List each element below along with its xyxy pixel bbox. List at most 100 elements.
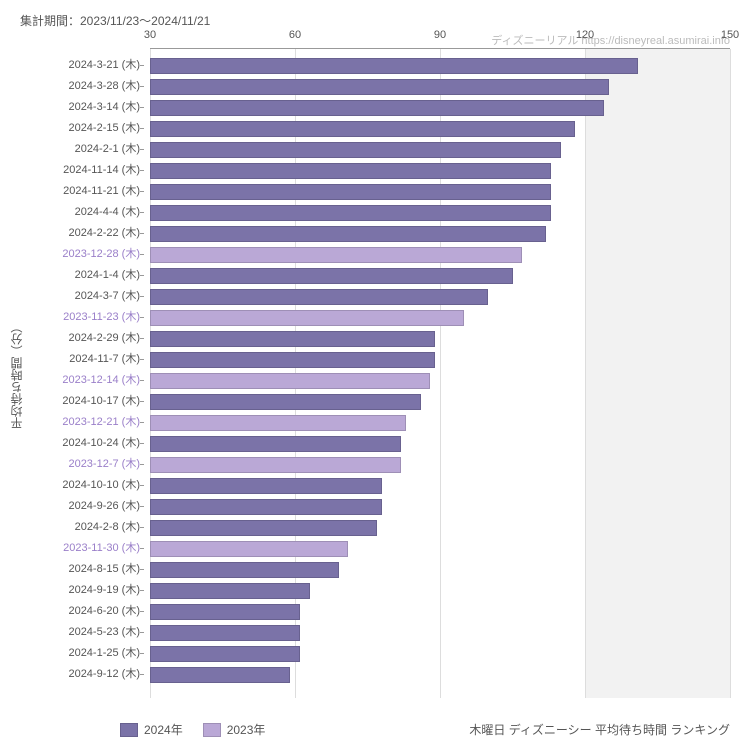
- legend-item: 2023年: [203, 721, 266, 738]
- bar-row: [150, 582, 730, 600]
- y-tick-label: 2023-11-30 (木): [0, 539, 140, 557]
- bar-row: [150, 141, 730, 159]
- bar: [150, 247, 522, 263]
- y-tick-label: 2024-9-26 (木): [0, 497, 140, 515]
- bar: [150, 604, 300, 620]
- legend-label: 2024年: [144, 721, 183, 738]
- bar: [150, 163, 551, 179]
- legend-label: 2023年: [227, 721, 266, 738]
- y-tick-label: 2024-2-29 (木): [0, 329, 140, 347]
- y-tick-label: 2023-12-7 (木): [0, 455, 140, 473]
- bar: [150, 226, 546, 242]
- aggregation-period: 集計期間：2023/11/23～2024/11/21: [20, 12, 210, 29]
- bar: [150, 457, 401, 473]
- bar-row: [150, 57, 730, 75]
- bar: [150, 625, 300, 641]
- bar: [150, 310, 464, 326]
- bar-row: [150, 414, 730, 432]
- legend-swatch: [203, 723, 221, 737]
- bar-row: [150, 309, 730, 327]
- bar: [150, 331, 435, 347]
- bar-row: [150, 246, 730, 264]
- x-tick-label: 150: [721, 29, 739, 41]
- bar: [150, 562, 339, 578]
- bar-row: [150, 225, 730, 243]
- bar-row: [150, 435, 730, 453]
- bar: [150, 352, 435, 368]
- y-tick-label: 2023-12-14 (木): [0, 371, 140, 389]
- bar: [150, 184, 551, 200]
- y-tick-label: 2024-1-4 (木): [0, 266, 140, 284]
- y-tick-label: 2024-9-12 (木): [0, 665, 140, 683]
- bar: [150, 583, 310, 599]
- y-tick-label: 2024-2-1 (木): [0, 140, 140, 158]
- y-tick-label: 2024-10-10 (木): [0, 476, 140, 494]
- gridline: [730, 49, 731, 698]
- y-tick-label: 2024-2-22 (木): [0, 224, 140, 242]
- y-tick-label: 2023-12-28 (木): [0, 245, 140, 263]
- bar-row: [150, 162, 730, 180]
- bar: [150, 268, 513, 284]
- legend-swatch: [120, 723, 138, 737]
- bar: [150, 205, 551, 221]
- y-tick-label: 2024-10-17 (木): [0, 392, 140, 410]
- y-tick-label: 2024-3-28 (木): [0, 77, 140, 95]
- y-tick-label: 2024-3-21 (木): [0, 56, 140, 74]
- bar: [150, 373, 430, 389]
- bar: [150, 478, 382, 494]
- bar-row: [150, 183, 730, 201]
- bar: [150, 289, 488, 305]
- bar: [150, 541, 348, 557]
- y-tick-label: 2024-2-15 (木): [0, 119, 140, 137]
- bar-row: [150, 498, 730, 516]
- bar-row: [150, 561, 730, 579]
- bar-row: [150, 603, 730, 621]
- y-tick-label: 2024-11-7 (木): [0, 350, 140, 368]
- bar: [150, 667, 290, 683]
- bar: [150, 79, 609, 95]
- legend: 2024年 2023年: [120, 721, 265, 738]
- bar-row: [150, 540, 730, 558]
- y-tick-label: 2024-1-25 (木): [0, 644, 140, 662]
- bar-row: [150, 519, 730, 537]
- bar: [150, 142, 561, 158]
- bar-row: [150, 330, 730, 348]
- y-tick-label: 2024-2-8 (木): [0, 518, 140, 536]
- x-tick-label: 60: [289, 29, 301, 41]
- chart-plot-area: 306090120150: [150, 48, 730, 698]
- bar: [150, 520, 377, 536]
- x-tick-label: 90: [434, 29, 446, 41]
- y-tick-label: 2024-11-21 (木): [0, 182, 140, 200]
- bar: [150, 58, 638, 74]
- bar-row: [150, 78, 730, 96]
- y-tick-label: 2024-3-7 (木): [0, 287, 140, 305]
- y-tick-label: 2024-4-4 (木): [0, 203, 140, 221]
- y-tick-label: 2023-12-21 (木): [0, 413, 140, 431]
- y-tick-label: 2024-6-20 (木): [0, 602, 140, 620]
- credit-text: ディズニーリアル https://disneyreal.asumirai.inf…: [491, 32, 730, 48]
- bar: [150, 415, 406, 431]
- x-tick-label: 120: [576, 29, 594, 41]
- y-tick-label: 2023-11-23 (木): [0, 308, 140, 326]
- bar-row: [150, 456, 730, 474]
- bar: [150, 121, 575, 137]
- x-tick-label: 30: [144, 29, 156, 41]
- chart-title: 木曜日 ディズニーシー 平均待ち時間 ランキング: [469, 721, 730, 738]
- bar: [150, 646, 300, 662]
- bar: [150, 100, 604, 116]
- bar-row: [150, 99, 730, 117]
- bar-row: [150, 393, 730, 411]
- y-tick-label: 2024-3-14 (木): [0, 98, 140, 116]
- bar-row: [150, 288, 730, 306]
- bar: [150, 436, 401, 452]
- legend-item: 2024年: [120, 721, 183, 738]
- y-tick-label: 2024-9-19 (木): [0, 581, 140, 599]
- y-tick-label: 2024-10-24 (木): [0, 434, 140, 452]
- y-tick-label: 2024-5-23 (木): [0, 623, 140, 641]
- bar-row: [150, 645, 730, 663]
- bar-row: [150, 477, 730, 495]
- bar: [150, 499, 382, 515]
- bar-row: [150, 120, 730, 138]
- bar-row: [150, 372, 730, 390]
- y-tick-label: 2024-8-15 (木): [0, 560, 140, 578]
